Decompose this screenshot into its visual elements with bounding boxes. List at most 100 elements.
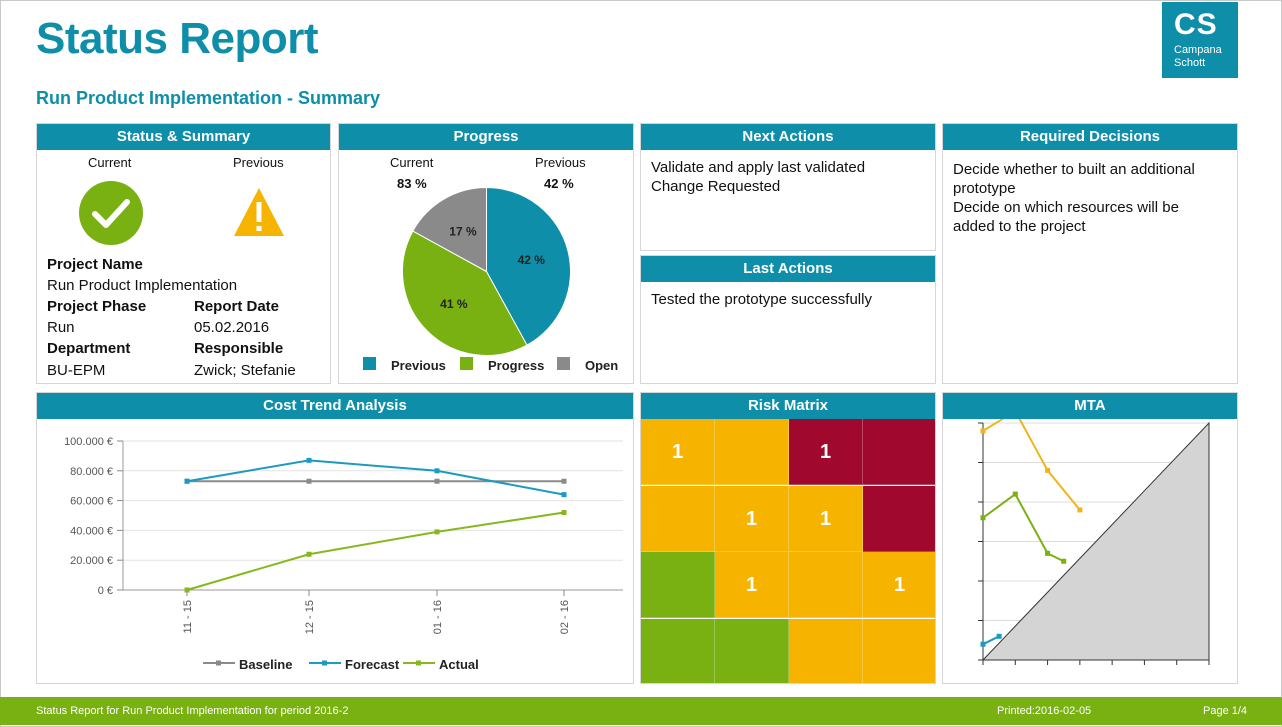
status-current-label: Current — [88, 155, 132, 170]
risk-cell — [863, 485, 935, 552]
next-actions-panel: Next Actions Validate and apply last val… — [640, 123, 936, 251]
mta-point — [1061, 558, 1067, 564]
logo-name-line1: Campana — [1174, 44, 1222, 56]
progress-previous-value: 42 % — [544, 176, 574, 191]
last-actions-header: Last Actions — [641, 256, 935, 282]
page-subtitle: Run Product Implementation - Summary — [36, 88, 381, 108]
report-date-label: Report Date — [194, 298, 280, 315]
cost-legend-marker-actual — [416, 660, 421, 666]
cost-ytick-label: 40.000 € — [70, 525, 113, 537]
progress-panel: Progress Current Previous 83 % 42 % 42 %… — [338, 123, 634, 384]
project-phase-label: Project Phase — [47, 298, 147, 315]
legend-swatch-progress — [460, 357, 473, 370]
pie-slice-progress — [402, 230, 528, 356]
department-label: Department — [47, 340, 131, 357]
mta-point — [980, 515, 986, 521]
pie-slice-previous — [486, 186, 571, 346]
decision-item-1: Decide whether to built an additional pr… — [953, 161, 1195, 197]
warning-triangle-icon — [234, 188, 284, 236]
cost-ytick-label: 100.000 € — [64, 436, 113, 448]
cost-xtick-label: 02 - 16 — [559, 600, 571, 634]
risk-cell: 1 — [789, 485, 863, 552]
cost-series-forecast — [186, 459, 565, 496]
progress-pie-chart: 42 % 41 % 17 % — [402, 186, 571, 356]
cost-point-actual — [434, 529, 440, 535]
cost-point-baseline — [306, 478, 312, 484]
cost-point-baseline — [561, 478, 567, 484]
cost-point-baseline — [434, 478, 440, 484]
mta-point — [1077, 507, 1083, 513]
risk-cell — [715, 618, 789, 683]
cost-xtick-label: 01 - 16 — [432, 600, 444, 634]
mta-point — [1012, 491, 1018, 497]
cost-point-forecast — [306, 457, 312, 463]
risk-cell: 1 — [715, 552, 789, 618]
progress-header: Progress — [339, 124, 633, 150]
cost-legend-label-forecast: Forecast — [345, 657, 400, 672]
logo-abbreviation: CS — [1174, 8, 1218, 41]
cost-legend-marker-forecast — [322, 660, 327, 666]
logo-name: Campana Schott — [1174, 44, 1222, 70]
cost-legend-label-baseline: Baseline — [239, 657, 292, 672]
cost-ytick-label: 80.000 € — [70, 466, 113, 478]
risk-cell: 1 — [715, 485, 789, 552]
mta-point — [980, 428, 986, 434]
cost-legend-marker-baseline — [216, 660, 221, 666]
department-value: BU-EPM — [47, 362, 106, 379]
risk-matrix-header: Risk Matrix — [641, 393, 935, 419]
check-circle-icon — [79, 181, 143, 245]
legend-label-progress: Progress — [488, 358, 545, 373]
cost-xtick-label: 11 - 15 — [182, 600, 194, 633]
risk-cell: 1 — [863, 552, 935, 618]
risk-cell — [789, 552, 863, 618]
mta-point — [1045, 550, 1051, 556]
risk-cell: 1 — [789, 419, 863, 485]
last-actions-panel: Last Actions Tested the prototype succes… — [640, 255, 936, 384]
cost-point-forecast — [434, 468, 440, 474]
cost-point-forecast — [561, 492, 567, 498]
footer-printed-date: Printed:2016-02-05 — [997, 705, 1092, 717]
responsible-label: Responsible — [194, 340, 284, 357]
cost-point-actual — [184, 587, 190, 593]
risk-cell — [863, 618, 935, 683]
next-actions-header: Next Actions — [641, 124, 935, 150]
status-summary-header: Status & Summary — [37, 124, 330, 150]
required-decisions-panel: Required Decisions Decide whether to bui… — [942, 123, 1238, 384]
mta-point — [996, 633, 1002, 639]
cost-ytick-label: 0 € — [98, 585, 113, 597]
footer-report-info: Status Report for Run Product Implementa… — [36, 705, 349, 717]
logo-name-line2: Schott — [1174, 57, 1206, 69]
report-date-value: 05.02.2016 — [194, 319, 270, 336]
cost-legend-label-actual: Actual — [439, 657, 479, 672]
mta-header: MTA — [943, 393, 1237, 419]
progress-current-value: 83 % — [397, 176, 427, 191]
risk-cell: 1 — [641, 419, 715, 485]
mta-point — [1045, 467, 1051, 473]
risk-cell — [641, 618, 715, 683]
status-summary-panel: Status & Summary Current Previous Projec… — [36, 123, 331, 384]
mta-series-1 — [982, 419, 1081, 511]
required-decisions-text: Decide whether to built an additional pr… — [943, 150, 1237, 244]
pie-slice-open — [412, 186, 487, 273]
last-actions-text: Tested the prototype successfully — [651, 291, 872, 308]
pie-label-previous: 42 % — [518, 253, 546, 267]
footer-bar: Status Report for Run Product Implementa… — [0, 697, 1282, 725]
mta-series-3 — [982, 635, 1000, 646]
cost-ytick-label: 60.000 € — [70, 496, 113, 508]
pie-label-open: 17 % — [449, 225, 477, 239]
mta-point — [980, 641, 986, 647]
risk-cell — [715, 419, 789, 485]
cost-trend-header: Cost Trend Analysis — [37, 393, 633, 419]
legend-label-previous: Previous — [391, 358, 446, 373]
pie-label-progress: 41 % — [440, 297, 468, 311]
cost-xtick-label: 12 - 15 — [304, 600, 316, 634]
mta-series-2 — [982, 492, 1065, 563]
cost-ytick-label: 20.000 € — [70, 555, 113, 567]
mta-chart — [978, 419, 1210, 665]
project-name-value: Run Product Implementation — [47, 277, 238, 294]
progress-previous-label: Previous — [535, 155, 586, 170]
cost-point-actual — [306, 551, 312, 557]
company-logo: CS Campana Schott — [1162, 2, 1238, 78]
